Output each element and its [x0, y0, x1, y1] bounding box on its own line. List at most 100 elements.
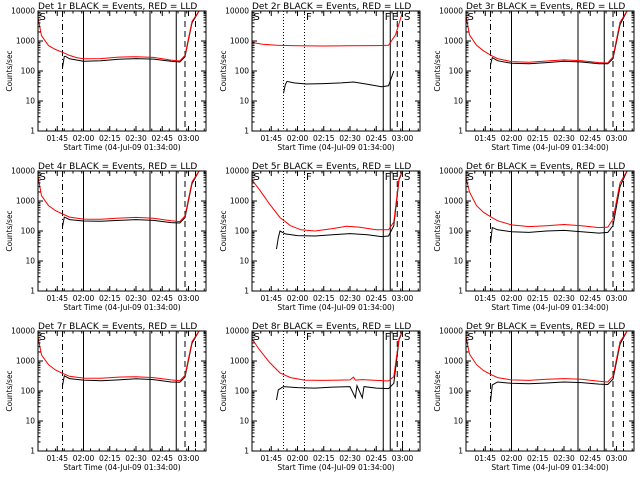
events-series-line: [62, 171, 200, 227]
detector-panel: S 1 10 100 1000 10000 01:45 02:00 02:15 02:30 02:4…: [5, 162, 207, 312]
event-marker-label: E: [392, 172, 398, 183]
lld-series-line: [252, 12, 403, 47]
x-tick-label: 01:45: [46, 294, 68, 303]
panel-title: Det 2r BLACK = Events, RED = LLD: [252, 2, 411, 12]
panel-title: Det 5r BLACK = Events, RED = LLD: [252, 162, 411, 172]
y-axis-label: Counts/sec: [433, 210, 442, 251]
events-series-line: [62, 331, 200, 386]
y-tick-label: 10: [239, 417, 249, 426]
x-tick-label: 02:30: [553, 134, 575, 143]
event-marker-label: S: [40, 12, 46, 23]
x-tick-label: 02:30: [339, 134, 361, 143]
x-axis-label: Start Time (04-Jul-09 01:34:00): [491, 463, 608, 472]
panels-grid: S 1 10 100 1000 10000 01:45 02:00 02:15 02:30 02:4…: [5, 2, 635, 472]
x-tick-label: 02:15: [527, 134, 549, 143]
y-tick-label: 10: [453, 257, 463, 266]
x-tick-label: 02:00: [287, 294, 309, 303]
event-marker-label: S: [468, 172, 474, 183]
x-tick-label: 03:00: [392, 454, 414, 463]
x-axis-label: Start Time (04-Jul-09 01:34:00): [63, 143, 180, 152]
lld-series-line: [466, 171, 628, 229]
y-tick-label: 1000: [230, 197, 249, 206]
y-axis-label: Counts/sec: [433, 50, 442, 91]
events-series-line: [490, 171, 628, 243]
y-tick-label: 1: [458, 287, 463, 296]
y-tick-label: 1: [244, 447, 249, 456]
y-tick-label: 100: [235, 67, 250, 76]
x-axis-label: Start Time (04-Jul-09 01:34:00): [491, 303, 608, 312]
detector-panel: S 1 10 100 1000 10000 01:45 02:00 02:15 02:30 02:4…: [433, 322, 635, 472]
y-tick-label: 100: [449, 227, 464, 236]
x-tick-label: 02:00: [287, 134, 309, 143]
x-axis-label: Start Time (04-Jul-09 01:34:00): [63, 463, 180, 472]
x-tick-label: 03:00: [178, 134, 200, 143]
x-tick-label: 03:00: [606, 294, 628, 303]
x-tick-label: 02:15: [99, 134, 121, 143]
x-tick-label: 01:45: [260, 294, 282, 303]
y-tick-label: 10000: [439, 167, 463, 176]
detector-panel: S 1 10 100 1000 10000 01:45 02:00 02:15 02:30 02:4…: [433, 2, 635, 152]
y-tick-label: 10: [453, 97, 463, 106]
x-tick-label: 02:30: [339, 294, 361, 303]
x-tick-label: 02:00: [501, 454, 523, 463]
y-tick-label: 100: [235, 227, 250, 236]
x-tick-label: 01:45: [260, 454, 282, 463]
events-series-line: [490, 331, 628, 402]
x-tick-label: 01:45: [46, 134, 68, 143]
y-axis-label: Counts/sec: [433, 370, 442, 411]
y-tick-label: 10: [239, 97, 249, 106]
lld-series-line: [252, 171, 403, 232]
y-tick-label: 1: [458, 127, 463, 136]
panel-title: Det 9r BLACK = Events, RED = LLD: [466, 322, 625, 332]
event-marker-label: E: [392, 332, 398, 343]
x-tick-label: 02:45: [579, 134, 601, 143]
event-marker-label: F: [385, 12, 391, 23]
x-tick-label: 02:00: [501, 294, 523, 303]
x-tick-label: 02:45: [365, 454, 387, 463]
x-tick-label: 03:00: [392, 294, 414, 303]
panel-title: Det 8r BLACK = Events, RED = LLD: [252, 322, 411, 332]
x-tick-label: 02:30: [339, 454, 361, 463]
event-marker-label: S: [254, 12, 260, 23]
events-series-line: [490, 11, 628, 66]
x-tick-label: 01:45: [260, 134, 282, 143]
event-marker-label: S: [40, 332, 46, 343]
x-axis-label: Start Time (04-Jul-09 01:34:00): [63, 303, 180, 312]
x-tick-label: 02:15: [99, 294, 121, 303]
y-tick-label: 1: [30, 447, 35, 456]
x-tick-label: 02:45: [579, 454, 601, 463]
x-tick-label: 02:30: [553, 454, 575, 463]
events-series-line: [276, 171, 403, 250]
x-tick-label: 02:00: [73, 294, 95, 303]
x-tick-label: 03:00: [606, 134, 628, 143]
y-tick-label: 10000: [11, 7, 35, 16]
x-axis-label: Start Time (04-Jul-09 01:34:00): [277, 303, 394, 312]
y-tick-label: 1: [30, 287, 35, 296]
y-tick-label: 10000: [439, 7, 463, 16]
lld-series-line: [466, 11, 628, 64]
panel-title: Det 4r BLACK = Events, RED = LLD: [38, 162, 197, 172]
y-tick-label: 10000: [225, 167, 249, 176]
y-tick-label: 1: [458, 447, 463, 456]
y-tick-label: 10: [25, 257, 35, 266]
y-tick-label: 1000: [230, 357, 249, 366]
y-tick-label: 1000: [444, 37, 463, 46]
event-marker-label: S: [404, 12, 410, 23]
y-axis-label: Counts/sec: [5, 50, 14, 91]
event-marker-label: F: [385, 332, 391, 343]
y-tick-label: 100: [449, 387, 464, 396]
lld-series-line: [252, 331, 403, 382]
x-tick-label: 01:45: [474, 294, 496, 303]
x-tick-label: 02:45: [151, 294, 173, 303]
x-tick-label: 02:00: [73, 134, 95, 143]
panel-title: Det 1r BLACK = Events, RED = LLD: [38, 2, 197, 12]
panel-title: Det 6r BLACK = Events, RED = LLD: [466, 162, 625, 172]
x-tick-label: 01:45: [474, 454, 496, 463]
y-tick-label: 100: [21, 227, 36, 236]
y-tick-label: 10000: [11, 167, 35, 176]
event-marker-label: S: [468, 12, 474, 23]
x-tick-label: 02:45: [151, 454, 173, 463]
